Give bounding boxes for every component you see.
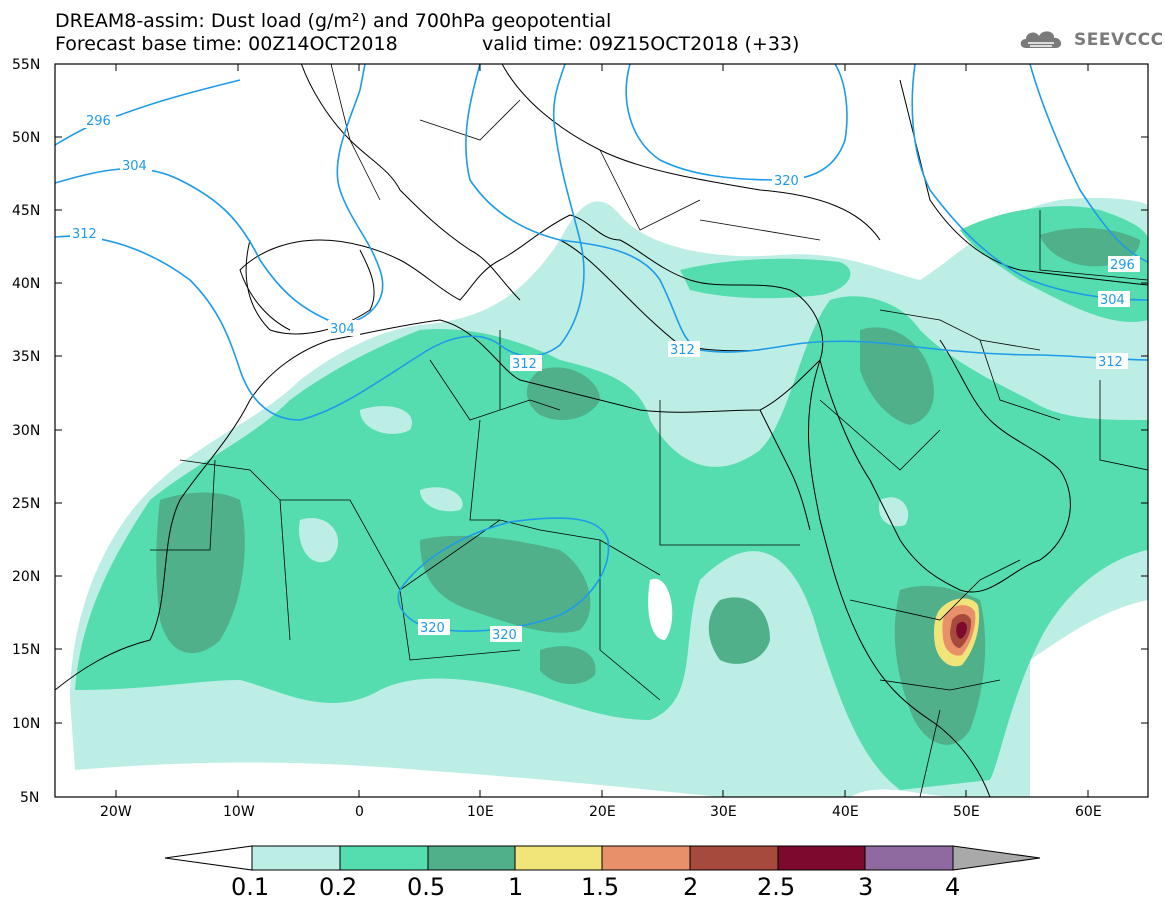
lat-label: 25N (12, 496, 40, 512)
contour-label: 320 (492, 628, 517, 643)
colorbar-segment (601, 845, 691, 871)
logo-text: SEEVCCC (1074, 30, 1164, 50)
contour-label: 304 (122, 159, 147, 174)
lon-label: 0 (355, 804, 364, 820)
lon-label: 60E (1075, 804, 1102, 820)
colorbar-labels: 0.1 0.2 0.5 1 1.5 2 2.5 3 4 (231, 873, 960, 901)
colorbar-low-arrow (164, 845, 253, 871)
lon-label: 40E (832, 804, 859, 820)
lat-label: 5N (20, 790, 39, 806)
colorbar-tick: 2 (683, 873, 698, 901)
contour-label: 312 (1098, 355, 1123, 370)
seevccc-logo: SEEVCCC (1018, 26, 1164, 54)
lat-label: 40N (12, 276, 40, 292)
colorbar-tick: 0.5 (407, 873, 445, 901)
colorbar-segment (514, 845, 603, 871)
dust-band-0.2 (75, 296, 1148, 790)
colorbar-tick: 4 (945, 873, 960, 901)
lon-label: 50E (953, 804, 980, 820)
colorbar-tick: 1 (508, 873, 523, 901)
lat-axis: 55N 50N 45N 40N 35N 30N 25N 20N 15N 10N … (12, 57, 1148, 806)
contour-label: 304 (1100, 293, 1125, 308)
contour-label: 312 (670, 343, 695, 358)
colorbar-tick: 3 (858, 873, 873, 901)
colorbar-tick: 0.1 (231, 873, 269, 901)
contour-labels: 296 304 312 304 312 312 320 320 320 296 … (70, 112, 1140, 643)
lon-label: 20E (589, 804, 616, 820)
colorbar-segment (251, 845, 341, 871)
lon-label: 30E (710, 804, 737, 820)
lat-label: 50N (12, 130, 40, 146)
political-borders (150, 64, 1148, 797)
dust-band-2.5 (956, 621, 967, 639)
lat-label: 30N (12, 423, 40, 439)
lon-label: 20W (100, 804, 132, 820)
lat-label: 20N (12, 569, 40, 585)
contour-label: 312 (72, 227, 97, 242)
lat-label: 15N (12, 642, 40, 658)
lat-label: 10N (12, 716, 40, 732)
lat-label: 35N (12, 349, 40, 365)
colorbar (164, 845, 1041, 871)
forecast-base-time: Forecast base time: 00Z14OCT2018 (55, 33, 398, 55)
lat-label: 45N (12, 203, 40, 219)
colorbar-tick: 0.2 (319, 873, 357, 901)
dust-field: 296 304 312 304 312 312 320 320 320 296 … (55, 64, 1148, 797)
colorbar-segment (339, 845, 429, 871)
contour-label: 320 (420, 621, 445, 636)
dust-band-0.5 (156, 492, 245, 654)
colorbar-tick: 2.5 (757, 873, 795, 901)
colorbar-segment (427, 845, 516, 871)
valid-time: valid time: 09Z15OCT2018 (+33) (482, 33, 800, 55)
coastlines (55, 64, 1148, 797)
colorbar-segment (777, 845, 866, 871)
lon-axis: 20W 10W 0 10E 20E 30E 40E 50E 60E (100, 64, 1102, 820)
dust-band-0.2-med (680, 258, 851, 299)
colorbar-segment (864, 845, 954, 871)
cloud-icon (1020, 31, 1062, 48)
contour-label: 304 (330, 322, 355, 337)
colorbar-tick: 1.5 (581, 873, 619, 901)
colorbar-high-arrow (952, 845, 1041, 871)
contour-label: 312 (512, 357, 537, 372)
lon-label: 10W (223, 804, 255, 820)
lat-label: 55N (12, 57, 40, 73)
colorbar-segment (689, 845, 779, 871)
lon-label: 10E (467, 804, 494, 820)
contour-label: 320 (774, 174, 799, 189)
map-title: DREAM8-assim: Dust load (g/m²) and 700hP… (55, 10, 612, 32)
contour-label: 296 (1110, 258, 1135, 273)
contour-label: 296 (86, 114, 111, 129)
